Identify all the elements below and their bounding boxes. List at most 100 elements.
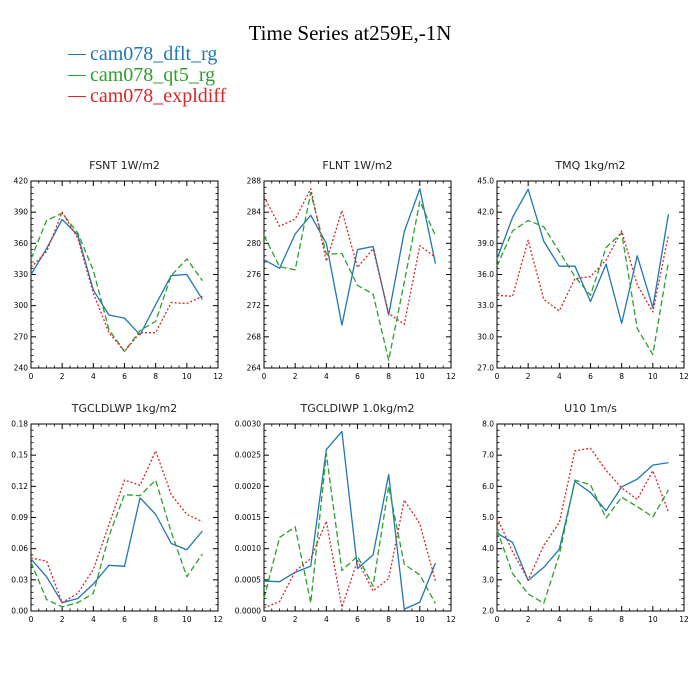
x-tick-label: 0 xyxy=(262,615,267,624)
x-tick-label: 6 xyxy=(355,372,360,381)
y-tick-label: 0.18 xyxy=(11,420,28,429)
series-line xyxy=(263,188,437,326)
series-line xyxy=(263,453,436,604)
y-tick-label: 3.0 xyxy=(482,575,494,584)
x-tick-label: 8 xyxy=(386,615,391,624)
x-tick-label: 6 xyxy=(588,615,593,624)
y-tick-label: 276 xyxy=(247,270,262,279)
plot-frame xyxy=(30,180,219,369)
series-line xyxy=(263,192,437,361)
y-tick-label: 264 xyxy=(247,364,262,373)
y-tick-label: 4.0 xyxy=(482,544,494,553)
x-tick-label: 0 xyxy=(29,372,34,381)
y-tick-label: 0.0010 xyxy=(235,544,261,553)
legend-entry: cam078_dflt_rg xyxy=(68,44,226,65)
y-tick-label: 8.0 xyxy=(482,420,494,429)
x-tick-label: 6 xyxy=(355,615,360,624)
y-tick-label: 0.0000 xyxy=(235,607,261,616)
legend-swatch xyxy=(68,75,86,76)
x-tick-label: 4 xyxy=(557,372,562,381)
y-tick-label: 0.0015 xyxy=(235,513,261,522)
x-tick-label: 12 xyxy=(213,372,223,381)
series-line xyxy=(496,462,669,582)
x-tick-label: 6 xyxy=(122,372,127,381)
chart-panel: U10 1m/s 0 2 4 6 8 10 12 2.0 3.0 4.0 5.0 6.0 7.0 8.0 xyxy=(482,402,689,624)
plot-frame xyxy=(263,423,452,612)
chart-title: TMQ 1kg/m2 xyxy=(554,159,625,172)
y-tick-label: 330 xyxy=(14,270,29,279)
x-tick-label: 4 xyxy=(324,372,329,381)
x-tick-label: 2 xyxy=(293,615,298,624)
y-tick-label: 0.0020 xyxy=(235,482,261,491)
chart-panel: FLNT 1W/m2 0 2 4 6 8 10 12 264 268 272 276 280 284 288 xyxy=(247,159,456,381)
y-tick-label: 39.0 xyxy=(477,239,494,248)
y-tick-label: 420 xyxy=(14,177,29,186)
series-line xyxy=(263,499,437,609)
x-tick-label: 10 xyxy=(415,372,425,381)
series-line xyxy=(30,211,203,353)
y-tick-label: 0.0005 xyxy=(235,575,261,584)
x-tick-label: 10 xyxy=(648,372,658,381)
legend-swatch xyxy=(68,54,86,55)
x-tick-label: 12 xyxy=(446,372,456,381)
x-tick-label: 8 xyxy=(153,372,158,381)
y-tick-label: 0.09 xyxy=(11,513,28,522)
y-tick-label: 0.15 xyxy=(11,451,28,460)
series-line xyxy=(30,479,203,608)
x-tick-label: 2 xyxy=(526,615,531,624)
x-tick-label: 0 xyxy=(29,615,34,624)
y-tick-label: 300 xyxy=(14,301,29,310)
x-tick-label: 10 xyxy=(648,615,658,624)
plot-frame xyxy=(496,180,685,369)
y-tick-label: 284 xyxy=(247,208,262,217)
series-line xyxy=(263,188,436,326)
legend-label: cam078_qt5_rg xyxy=(90,64,216,86)
y-tick-label: 272 xyxy=(247,301,262,310)
chart-panel: TGCLDIWP 1.0kg/m2 0 2 4 6 8 10 12 0.0000 0.0005 0.… xyxy=(235,402,456,624)
y-tick-label: 30.0 xyxy=(477,332,494,341)
series-line xyxy=(30,218,203,336)
series-line xyxy=(496,479,669,604)
y-tick-label: 42.0 xyxy=(477,208,494,217)
y-tick-label: 390 xyxy=(14,208,29,217)
y-tick-label: 270 xyxy=(14,332,29,341)
x-tick-label: 0 xyxy=(262,372,267,381)
chart-title: FLNT 1W/m2 xyxy=(322,159,392,172)
x-tick-label: 6 xyxy=(588,372,593,381)
x-tick-label: 4 xyxy=(91,615,96,624)
y-tick-label: 2.0 xyxy=(482,607,494,616)
chart-title: U10 1m/s xyxy=(564,402,617,415)
x-tick-label: 8 xyxy=(386,372,391,381)
x-tick-label: 10 xyxy=(182,615,192,624)
y-tick-label: 0.12 xyxy=(11,482,28,491)
legend-label: cam078_expldiff xyxy=(90,85,227,107)
x-tick-label: 2 xyxy=(293,372,298,381)
y-tick-label: 7.0 xyxy=(482,451,494,460)
plot-frame xyxy=(30,423,219,612)
x-tick-label: 8 xyxy=(619,615,624,624)
legend-swatch xyxy=(68,96,86,97)
page-title: Time Series at259E,-1N xyxy=(248,21,452,45)
y-tick-label: 27.0 xyxy=(477,364,494,373)
x-tick-label: 10 xyxy=(182,372,192,381)
x-tick-label: 10 xyxy=(415,615,425,624)
series-line xyxy=(30,497,203,604)
series-line xyxy=(496,447,670,581)
y-tick-label: 288 xyxy=(247,177,262,186)
y-tick-label: 0.0025 xyxy=(235,451,261,460)
x-tick-label: 4 xyxy=(557,615,562,624)
y-tick-label: 240 xyxy=(14,364,29,373)
y-tick-label: 0.00 xyxy=(11,607,28,616)
series-line xyxy=(263,430,437,610)
plot-frame xyxy=(496,423,685,612)
x-tick-label: 8 xyxy=(619,372,624,381)
series-line xyxy=(496,219,670,356)
y-tick-label: 0.06 xyxy=(11,544,28,553)
x-tick-label: 2 xyxy=(60,615,65,624)
y-tick-label: 33.0 xyxy=(477,301,494,310)
x-tick-label: 12 xyxy=(679,615,689,624)
y-tick-label: 0.0030 xyxy=(235,420,261,429)
chart-title: TGCLDIWP 1.0kg/m2 xyxy=(299,402,414,415)
x-tick-label: 0 xyxy=(495,372,500,381)
